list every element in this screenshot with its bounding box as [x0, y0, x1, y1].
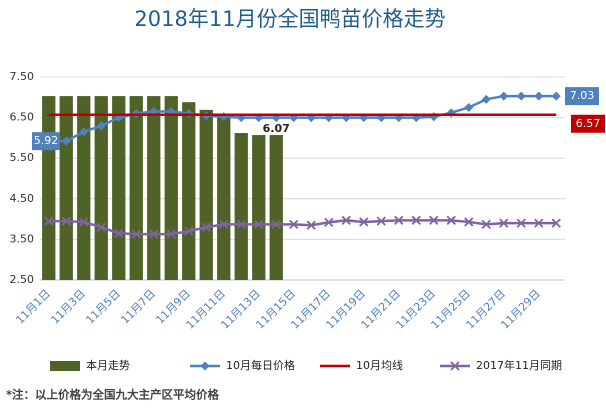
- y-tick-label: 4.50: [10, 192, 35, 205]
- point: [499, 91, 509, 101]
- x-tick-label: 11月5日: [83, 287, 123, 327]
- legend-marker: [200, 361, 210, 371]
- point: [464, 102, 474, 112]
- data-label: 5.92: [34, 134, 59, 147]
- point: [341, 215, 351, 225]
- bar: [77, 96, 91, 280]
- point: [446, 215, 456, 225]
- chart-title: 2018年11月份全国鸭苗价格走势: [134, 7, 445, 31]
- point: [534, 218, 544, 228]
- y-tick-label: 6.50: [10, 111, 35, 124]
- bar: [59, 96, 73, 280]
- footnote: *注：以上价格为全国九大主产区平均价格: [6, 388, 220, 402]
- point: [481, 219, 491, 230]
- x-tick-label: 11月7日: [118, 287, 158, 327]
- point: [464, 217, 474, 227]
- bar: [94, 96, 108, 280]
- point: [61, 136, 71, 146]
- bar: [164, 96, 178, 280]
- point: [79, 127, 89, 137]
- data-label: 6.57: [576, 117, 601, 130]
- label-box: [565, 87, 599, 106]
- legend-swatch: [50, 361, 80, 371]
- point: [534, 91, 544, 101]
- data-label: 6.07: [263, 122, 290, 135]
- legend-label: 本月走势: [86, 358, 130, 372]
- bar: [252, 135, 266, 280]
- y-tick-label: 5.50: [10, 151, 35, 164]
- point: [324, 217, 334, 227]
- y-tick-label: 3.50: [10, 232, 35, 245]
- bar: [217, 115, 231, 280]
- point: [44, 216, 54, 226]
- y-tick-label: 7.50: [10, 70, 35, 83]
- point: [551, 218, 561, 228]
- label-box: [32, 132, 60, 151]
- point: [481, 94, 491, 104]
- bar: [182, 102, 196, 280]
- legend-label: 2017年11月同期: [476, 358, 562, 372]
- point: [376, 216, 386, 226]
- point: [96, 121, 106, 131]
- point: [184, 226, 194, 236]
- y-tick-label: 2.50: [10, 273, 35, 286]
- point: [429, 215, 439, 225]
- point: [289, 219, 299, 230]
- x-tick-label: 11月1日: [13, 287, 53, 327]
- bar: [112, 96, 126, 280]
- point: [499, 218, 509, 228]
- bar: [129, 96, 143, 280]
- point: [394, 215, 404, 225]
- point: [166, 229, 176, 239]
- point: [254, 219, 264, 230]
- legend-label: 10月每日价格: [226, 358, 295, 372]
- line: [48, 219, 557, 236]
- point: [306, 220, 316, 230]
- label-box: [571, 114, 605, 133]
- x-tick-label: 11月3日: [48, 287, 88, 327]
- point: [149, 229, 159, 239]
- point: [516, 218, 526, 228]
- bar: [42, 96, 56, 280]
- point: [236, 219, 246, 230]
- bar: [147, 96, 161, 280]
- point: [201, 222, 211, 232]
- point: [411, 215, 421, 225]
- point: [79, 217, 89, 227]
- point: [271, 219, 281, 230]
- point: [96, 222, 106, 232]
- point: [114, 228, 124, 238]
- legend-label: 10月均线: [356, 358, 403, 372]
- bar: [234, 133, 248, 280]
- point: [516, 91, 526, 101]
- point: [219, 219, 229, 230]
- point: [551, 91, 561, 101]
- point: [61, 216, 71, 226]
- point: [359, 217, 369, 227]
- legend-marker: [450, 361, 460, 371]
- bar: [199, 109, 213, 280]
- bar: [269, 135, 283, 280]
- point: [131, 229, 141, 239]
- data-label: 7.03: [570, 89, 595, 102]
